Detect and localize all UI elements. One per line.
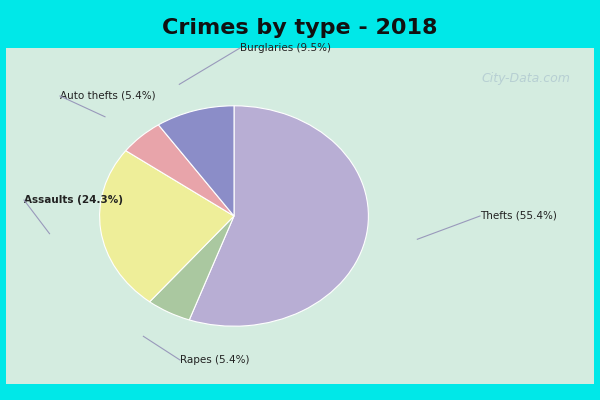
Text: Auto thefts (5.4%): Auto thefts (5.4%): [60, 91, 155, 101]
Text: Crimes by type - 2018: Crimes by type - 2018: [162, 18, 438, 38]
Wedge shape: [149, 216, 234, 320]
Text: Thefts (55.4%): Thefts (55.4%): [480, 211, 557, 221]
Text: City-Data.com: City-Data.com: [481, 72, 570, 85]
Wedge shape: [158, 106, 234, 216]
Text: Assaults (24.3%): Assaults (24.3%): [24, 195, 123, 205]
Wedge shape: [189, 106, 368, 326]
Text: Burglaries (9.5%): Burglaries (9.5%): [240, 43, 331, 53]
Wedge shape: [126, 125, 234, 216]
Text: Rapes (5.4%): Rapes (5.4%): [180, 355, 250, 365]
Wedge shape: [100, 151, 234, 302]
